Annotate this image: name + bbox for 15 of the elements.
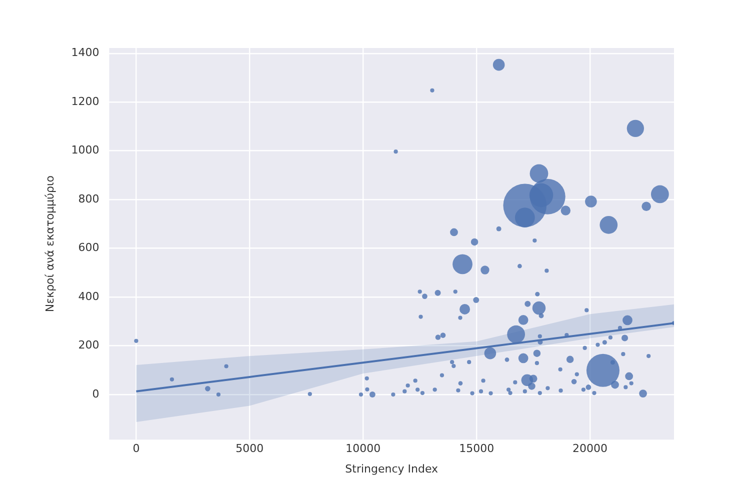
- x-axis-title: Stringency Index: [345, 462, 439, 476]
- x-tick-label: 20000: [572, 442, 608, 456]
- y-tick-label: 600: [78, 241, 100, 254]
- x-tick-label: 0: [132, 442, 140, 456]
- x-tick-label: 5000: [236, 442, 264, 456]
- y-tick-label: 400: [78, 290, 100, 303]
- x-tick-label: 15000: [459, 442, 494, 456]
- y-tick-label: 200: [78, 338, 100, 352]
- y-axis-title: Νεκροί ανά εκατομμύριο: [43, 175, 56, 312]
- y-tick-label: 1400: [71, 46, 100, 60]
- y-tick-label: 1000: [71, 144, 100, 157]
- y-tick-label: 0: [92, 387, 100, 400]
- x-tick-label: 10000: [346, 442, 381, 456]
- y-tick-label: 800: [78, 192, 100, 206]
- y-tick-label: 1200: [71, 94, 100, 108]
